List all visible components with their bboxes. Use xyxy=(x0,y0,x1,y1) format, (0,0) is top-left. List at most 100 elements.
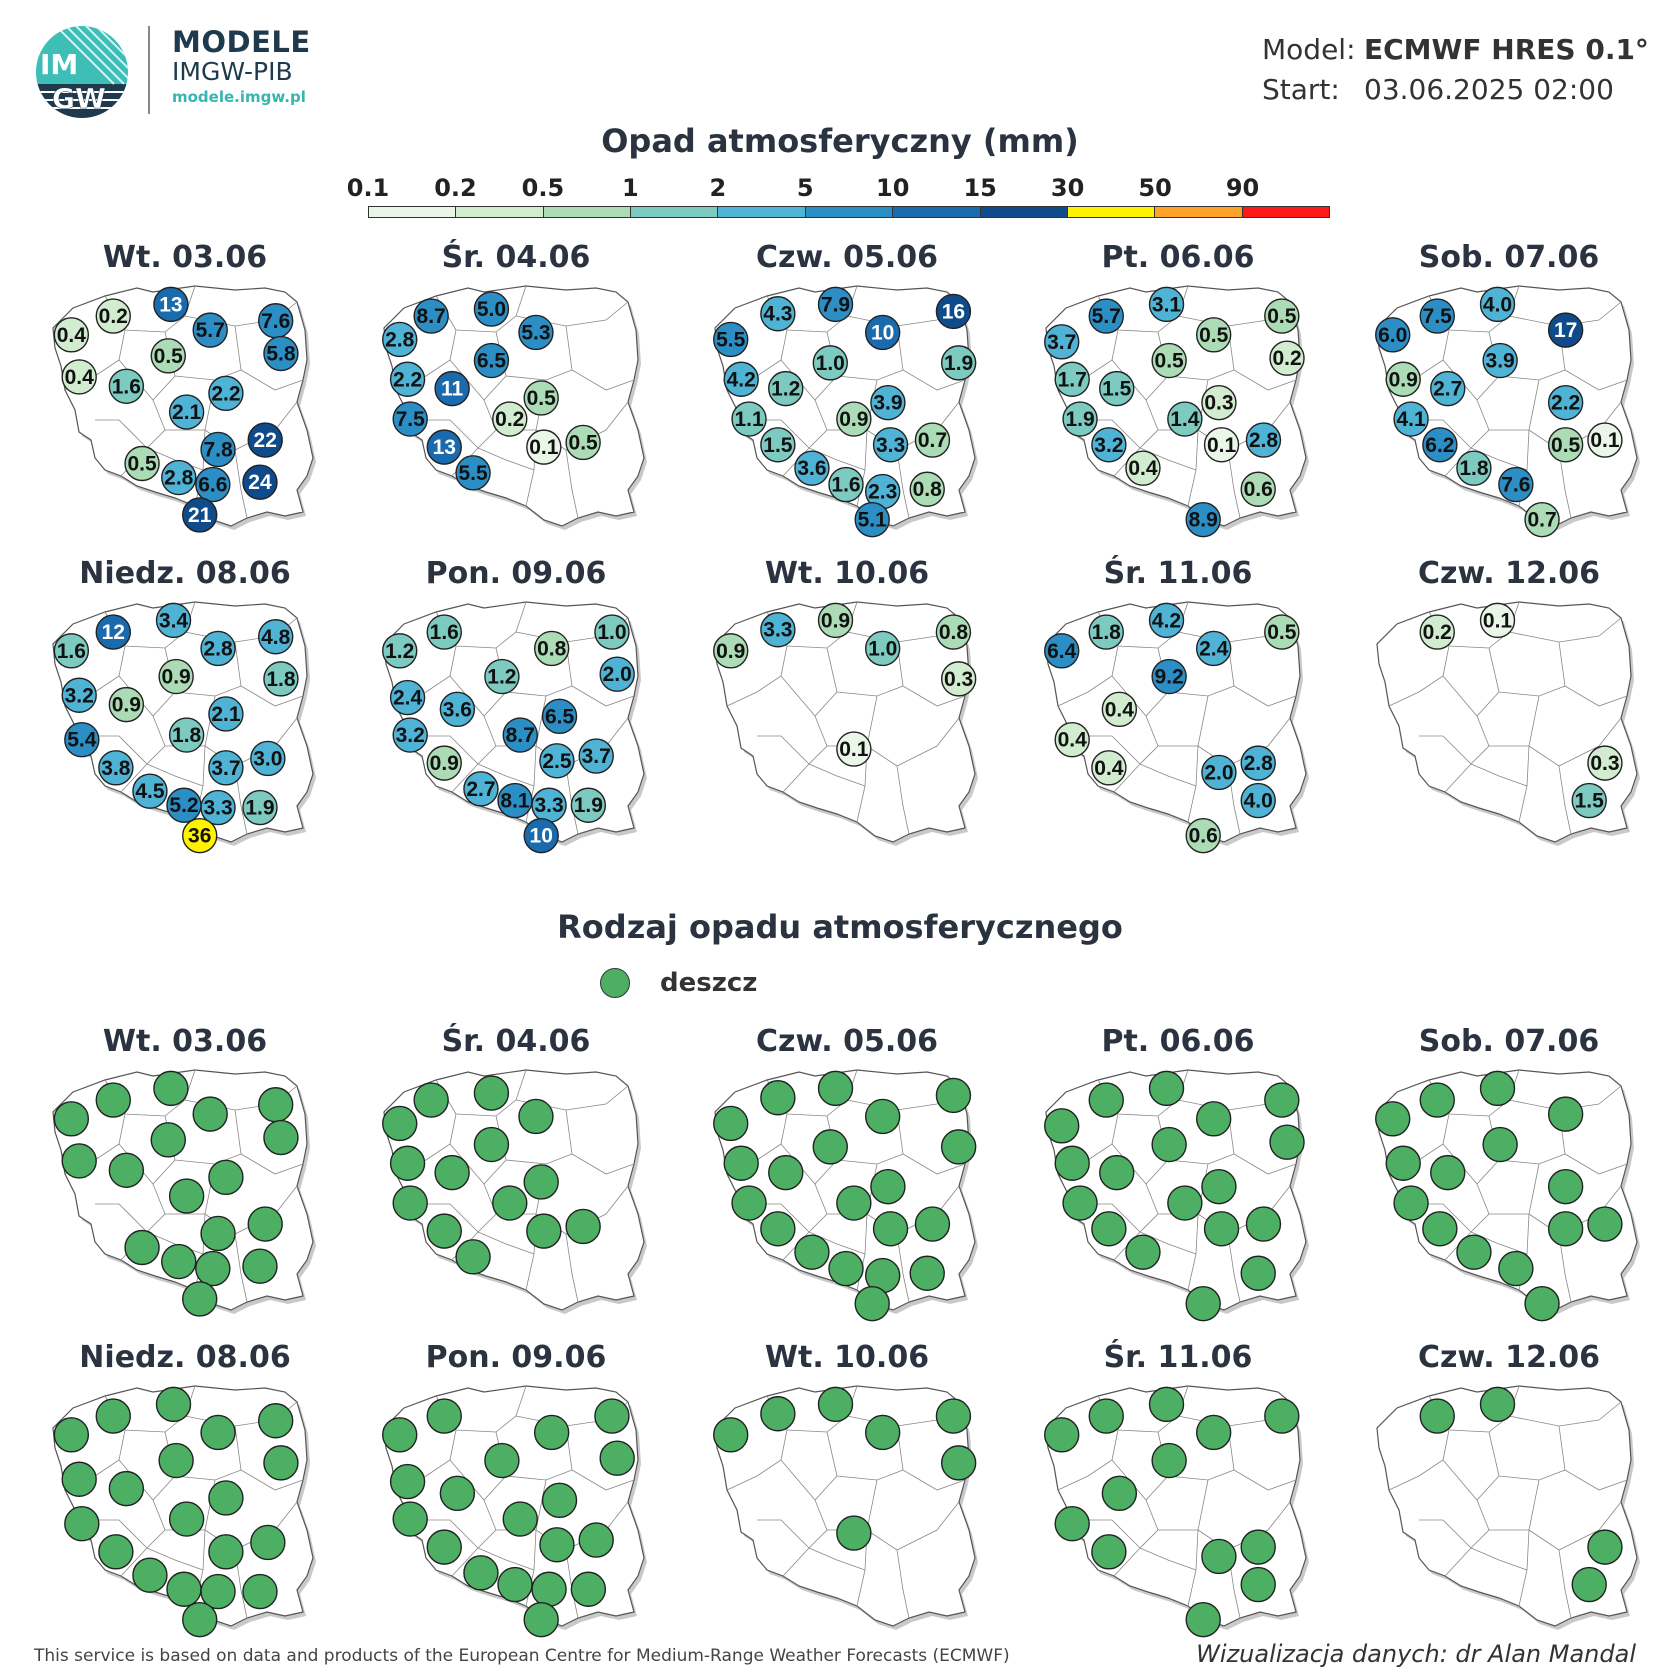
precip-value: 0.8 xyxy=(913,478,943,501)
precip-value: 8.7 xyxy=(417,305,446,328)
brand-url: modele.imgw.pl xyxy=(172,88,306,106)
rain-marker xyxy=(872,1211,909,1247)
precip-value: 3.7 xyxy=(582,745,611,768)
precip-value: 1.5 xyxy=(1102,378,1132,401)
precip-value: 2.1 xyxy=(211,703,241,726)
precip-value: 3.3 xyxy=(534,794,563,817)
precip-marker xyxy=(723,361,759,397)
rain-marker xyxy=(208,1534,244,1570)
precip-value: 1.6 xyxy=(112,375,141,398)
precip-marker xyxy=(64,722,100,758)
start-label: Start: xyxy=(1262,73,1340,106)
precip-value: 3.0 xyxy=(253,747,282,770)
precip-marker xyxy=(1547,384,1584,421)
precip-marker xyxy=(768,370,804,407)
precip-value: 0.5 xyxy=(527,387,557,410)
precip-marker xyxy=(473,291,510,327)
rain-marker xyxy=(1456,1234,1492,1270)
precip-marker xyxy=(1430,370,1466,407)
precip-value: 0.9 xyxy=(162,666,191,689)
precip-marker xyxy=(578,738,614,774)
rain-legend-dot xyxy=(600,968,630,998)
precip-marker xyxy=(523,817,559,854)
precip-value: 4.3 xyxy=(763,303,792,326)
precip-value: 4.0 xyxy=(1244,790,1273,813)
poland-map xyxy=(382,1385,647,1638)
precip-value: 7.8 xyxy=(203,438,233,461)
rain-marker xyxy=(208,1159,244,1196)
legend-swatch xyxy=(456,207,544,217)
precip-marker xyxy=(1587,422,1623,458)
start-value: 03.06.2025 02:00 xyxy=(1364,73,1614,106)
precip-marker xyxy=(864,314,901,351)
precip-marker xyxy=(1054,361,1090,397)
poland-map xyxy=(1044,1069,1309,1322)
legend-tick: 0.1 xyxy=(346,174,390,202)
rain-marker xyxy=(61,1461,97,1497)
precip-value: 4.0 xyxy=(1483,293,1512,316)
precip-marker xyxy=(247,422,283,458)
rain-marker xyxy=(263,1119,299,1156)
voivodeship-border xyxy=(124,1069,196,1117)
precip-marker xyxy=(413,298,449,334)
legend-swatch xyxy=(718,207,806,217)
rain-marker xyxy=(1054,1145,1090,1181)
rain-marker xyxy=(1547,1168,1584,1205)
rain-marker xyxy=(1547,1211,1584,1247)
precip-marker xyxy=(1099,370,1135,407)
rain-marker xyxy=(599,1440,635,1476)
poland-map: 3.3 0.9 0.8 0.9 1.0 0.3 0.1 xyxy=(713,601,978,846)
voivodeship-border xyxy=(234,449,248,519)
precip-value: 3.8 xyxy=(101,757,131,780)
voivodeship-border xyxy=(234,1425,304,1491)
rain-marker xyxy=(124,1229,160,1266)
rain-marker xyxy=(1088,1398,1124,1434)
rain-marker xyxy=(1479,1070,1516,1107)
precip-marker xyxy=(182,817,218,854)
precip-marker xyxy=(439,691,476,728)
voivodeship-border xyxy=(95,1203,148,1233)
precip-marker xyxy=(533,630,570,667)
precip-marker xyxy=(1422,427,1458,463)
precip-marker xyxy=(1203,427,1240,463)
country-border xyxy=(714,1385,976,1627)
voivodeship-border xyxy=(477,1547,535,1571)
legend-tick: 90 xyxy=(1225,174,1260,202)
precip-marker xyxy=(95,614,131,650)
precip-value: 1.0 xyxy=(868,637,897,660)
rain-marker xyxy=(935,1398,972,1434)
voivodeship-border xyxy=(1442,647,1500,717)
precip-marker xyxy=(1185,501,1221,538)
type-legend: deszcz xyxy=(600,968,757,998)
voivodeship-border xyxy=(124,285,196,333)
precip-value: 13 xyxy=(159,293,182,316)
precip-marker xyxy=(526,429,562,465)
precip-value: 1.9 xyxy=(245,797,274,820)
rain-marker xyxy=(208,1480,244,1516)
precip-value: 0.8 xyxy=(537,637,567,660)
precip-value: 6.6 xyxy=(198,474,227,497)
day-label: Pt. 06.06 xyxy=(1101,1024,1255,1059)
rain-marker xyxy=(502,1501,538,1537)
precip-marker xyxy=(1148,286,1185,323)
precip-marker xyxy=(914,422,951,458)
rain-marker xyxy=(812,1129,848,1165)
precip-value: 22 xyxy=(254,429,277,452)
precip-value: 0.2 xyxy=(1272,347,1301,370)
rain-marker xyxy=(1167,1185,1203,1221)
voivodeship-border xyxy=(565,1109,635,1175)
precip-marker xyxy=(935,293,972,330)
rain-marker xyxy=(182,1281,218,1317)
poland-outline xyxy=(1376,1385,1640,1630)
legend-tick: 10 xyxy=(876,174,910,202)
day-label: Śr. 11.06 xyxy=(1103,1340,1253,1375)
rain-marker xyxy=(1422,1211,1458,1247)
precip-marker xyxy=(61,359,97,395)
voivodeship-border xyxy=(1419,735,1472,765)
precip-value: 2.2 xyxy=(1551,392,1580,415)
precip-marker xyxy=(872,427,909,463)
rain-marker xyxy=(389,1463,426,1500)
rain-marker xyxy=(914,1206,951,1242)
precip-marker xyxy=(864,630,901,667)
voivodeship-border xyxy=(1558,449,1572,519)
